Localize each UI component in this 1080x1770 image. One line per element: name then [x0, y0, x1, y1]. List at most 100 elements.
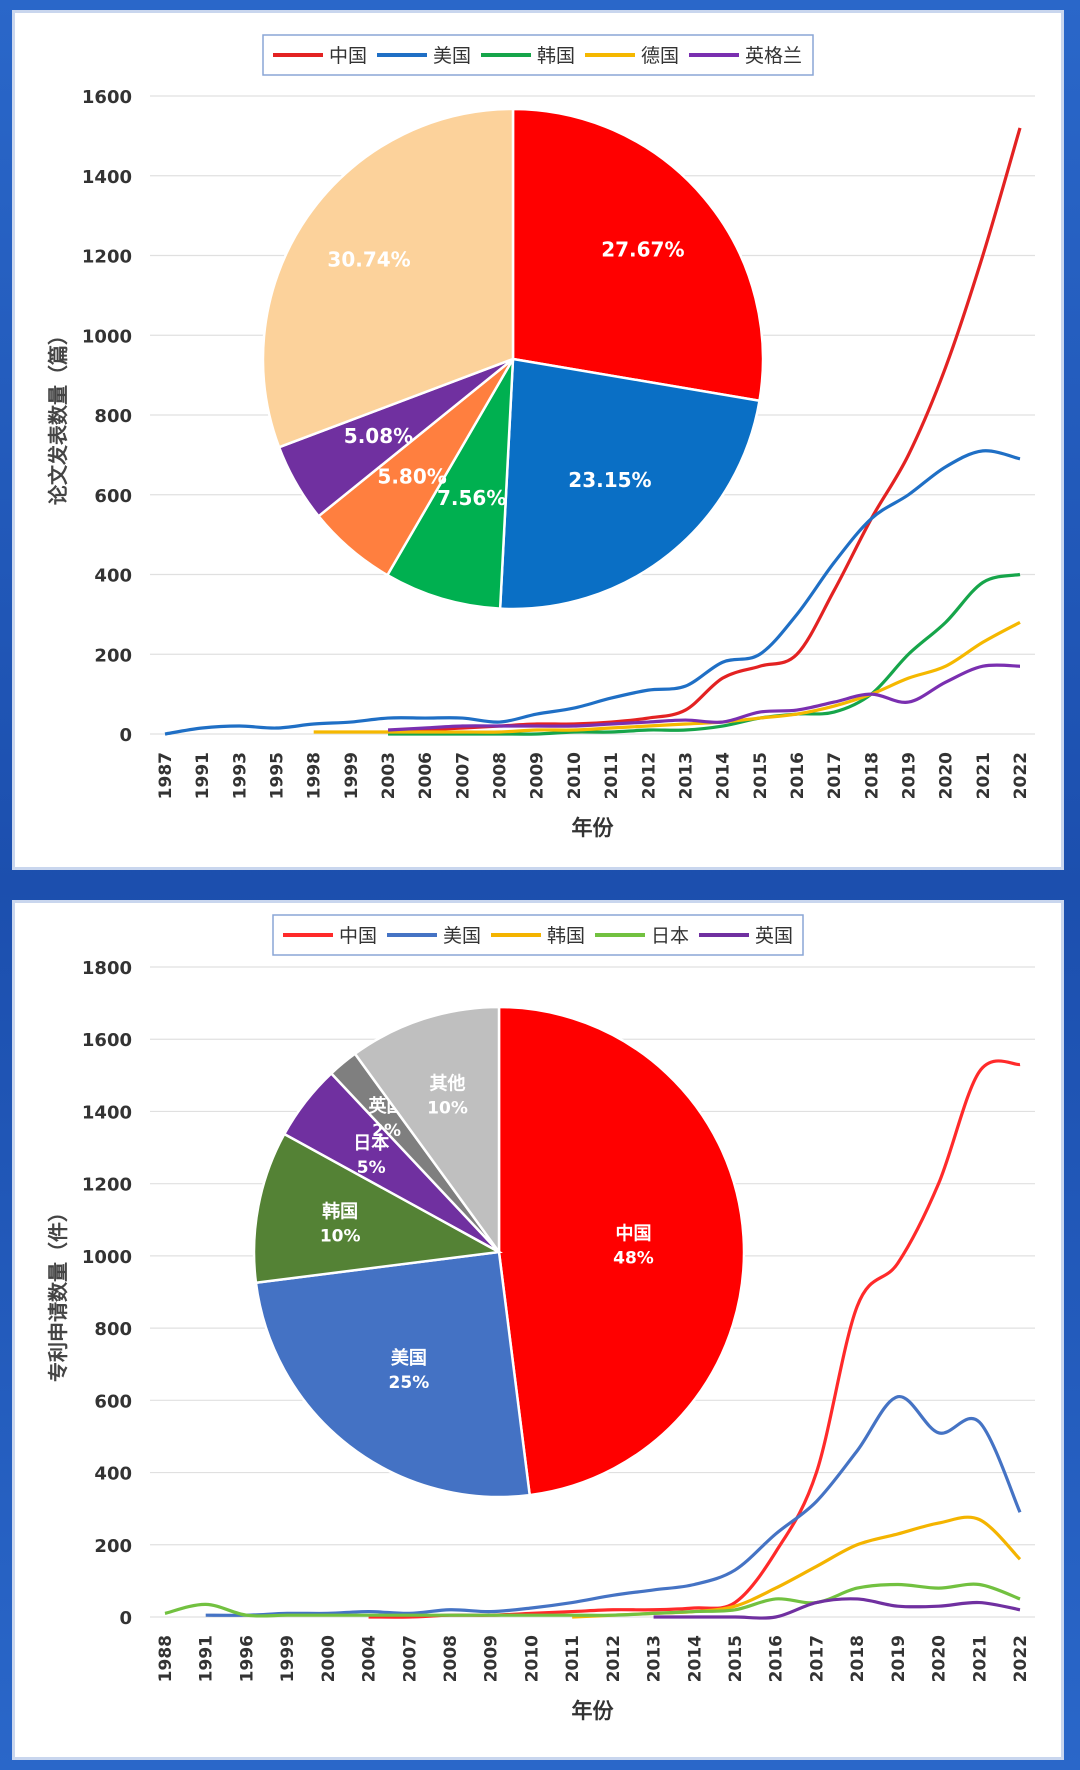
legend-label: 韩国 — [547, 925, 585, 947]
pie-slice-label: 30.74% — [327, 247, 410, 271]
x-tick-label: 2016 — [767, 1635, 787, 1682]
x-tick-label: 2004 — [360, 1635, 380, 1682]
x-tick-label: 2021 — [970, 1635, 990, 1682]
x-tick-label: 1999 — [278, 1635, 298, 1682]
y-tick-label: 200 — [94, 645, 132, 666]
x-tick-label: 2012 — [604, 1635, 624, 1682]
x-axis-title: 年份 — [572, 1699, 615, 1723]
legend-label: 德国 — [641, 45, 679, 67]
x-tick-label: 2017 — [825, 752, 845, 799]
x-tick-label: 2019 — [899, 752, 919, 799]
x-tick-label: 1991 — [197, 1635, 217, 1682]
y-tick-label: 600 — [94, 1391, 132, 1412]
series-1-line — [164, 449, 1021, 736]
x-tick-label: 2016 — [788, 752, 808, 799]
pie-slice-percent: 48% — [613, 1249, 654, 1269]
paper-chart: 0 200 400 600 800 1000 1200 1400 1600 1987 1991 199… — [46, 34, 1035, 840]
x-tick-label: 2020 — [930, 1635, 950, 1682]
pie-slice-percent: 25% — [389, 1373, 430, 1393]
x-tick-label: 1988 — [156, 1635, 176, 1682]
pie-slice-name: 日本 — [353, 1132, 389, 1154]
pie-slice-label: 5.80% — [377, 465, 446, 489]
y-tick-label: 200 — [94, 1536, 132, 1557]
y-tick-label: 600 — [94, 486, 132, 507]
series-1-line — [205, 1395, 1022, 1617]
x-tick-label: 2007 — [453, 752, 473, 799]
x-tick-label: 2017 — [807, 1635, 827, 1682]
pie-slice — [254, 1250, 532, 1499]
pie-slice-percent: 2% — [372, 1121, 401, 1141]
series-4-line — [387, 663, 1021, 732]
x-tick-label: 2019 — [889, 1635, 909, 1682]
x-tick-label: 1991 — [193, 752, 213, 799]
y-tick-label: 800 — [94, 406, 132, 427]
x-tick-label: 2022 — [1011, 752, 1031, 799]
x-tick-label: 2014 — [685, 1635, 705, 1682]
x-tick-label: 2021 — [974, 752, 994, 799]
pie-slice-label: 27.67% — [601, 237, 684, 261]
x-tick-label: 2000 — [319, 1635, 339, 1682]
y-tick-label: 1400 — [82, 167, 132, 188]
series-2-line — [388, 572, 1021, 736]
patent-chart: 0 200 400 600 800 1000 1200 1400 1600 1800 1988 199… — [46, 914, 1035, 1723]
x-tick-label: 1987 — [156, 752, 176, 799]
x-tick-label: 2009 — [482, 1635, 502, 1682]
pie-slice-name: 韩国 — [322, 1201, 358, 1223]
x-tick-label: 2015 — [726, 1635, 746, 1682]
y-tick-label: 1200 — [82, 247, 132, 268]
x-axis-title: 年份 — [572, 816, 615, 840]
y-tick-label: 0 — [119, 725, 132, 746]
x-tick-label: 2020 — [937, 752, 957, 799]
x-tick-label: 2013 — [676, 752, 696, 799]
paper-chart-panel: 0 200 400 600 800 1000 1200 1400 1600 1987 1991 199… — [12, 10, 1064, 870]
pie-slice-label: 7.56% — [437, 486, 506, 510]
x-tick-label: 2012 — [639, 752, 659, 799]
x-tick-label: 1996 — [237, 1635, 257, 1682]
y-axis-title: 专利申请数量（件） — [46, 1202, 70, 1382]
legend-label: 中国 — [329, 45, 367, 67]
y-tick-label: 1600 — [82, 1030, 132, 1051]
pie-slice-name: 美国 — [391, 1347, 427, 1369]
y-tick-label: 400 — [94, 566, 132, 587]
pie-slice — [261, 107, 515, 449]
patent-chart-panel: 0 200 400 600 800 1000 1200 1400 1600 1800 1988 199… — [12, 900, 1064, 1760]
x-tick-label: 2006 — [416, 752, 436, 799]
pie-slice — [353, 1005, 501, 1256]
pie-slice-name: 其他 — [430, 1073, 466, 1095]
pie-slice-percent: 10% — [427, 1099, 468, 1119]
y-tick-label: 1000 — [82, 1247, 132, 1268]
legend-label: 美国 — [443, 925, 481, 947]
x-tick-label: 2018 — [848, 1635, 868, 1682]
pie-slice — [385, 358, 515, 610]
y-tick-label: 400 — [94, 1464, 132, 1485]
x-tick-label: 2007 — [400, 1635, 420, 1682]
pie-slice — [498, 357, 761, 611]
pie-slice — [511, 107, 765, 403]
y-tick-label: 1000 — [82, 326, 132, 347]
series-3-line — [313, 620, 1021, 734]
pie-slice — [497, 1005, 746, 1497]
x-tick-label: 2014 — [714, 752, 734, 799]
x-tick-label: 2003 — [379, 752, 399, 799]
pie-slice — [252, 1132, 503, 1285]
legend-label: 美国 — [433, 45, 471, 67]
pie-slice-percent: 5% — [357, 1158, 386, 1178]
pie-slice-percent: 10% — [320, 1227, 361, 1247]
x-tick-label: 2008 — [491, 752, 511, 799]
y-tick-label: 800 — [94, 1319, 132, 1340]
x-tick-label: 2008 — [441, 1635, 461, 1682]
y-tick-label: 1400 — [82, 1102, 132, 1123]
x-tick-label: 2010 — [522, 1635, 542, 1682]
x-tick-label: 2009 — [528, 752, 548, 799]
x-tick-label: 2013 — [645, 1635, 665, 1682]
pie-slice-name: 中国 — [615, 1223, 651, 1245]
series-3-line — [164, 1582, 1021, 1618]
y-tick-label: 1200 — [82, 1175, 132, 1196]
x-tick-label: 2011 — [602, 752, 622, 799]
y-tick-label: 1800 — [82, 958, 132, 979]
legend-label: 英国 — [755, 925, 793, 947]
x-tick-label: 2010 — [565, 752, 585, 799]
x-tick-label: 1999 — [342, 752, 362, 799]
x-tick-label: 1998 — [305, 752, 325, 799]
